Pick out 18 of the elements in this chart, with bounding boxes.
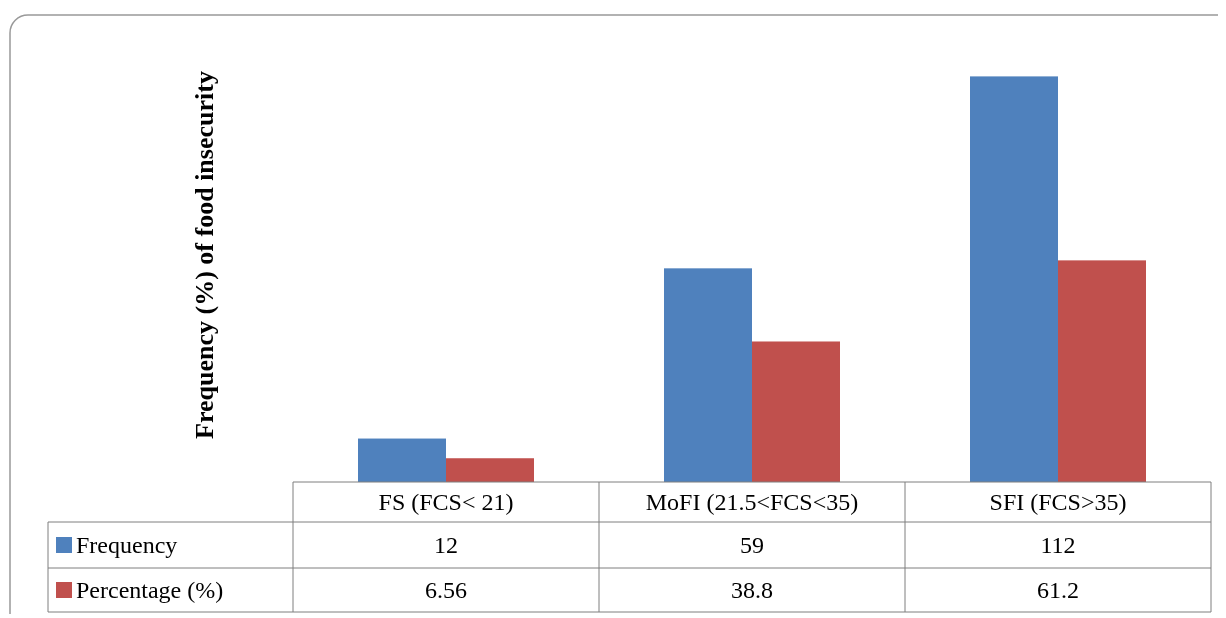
x-tick-label: MoFI (21.5<FCS<35) [645,489,859,515]
data-label: 112 [1040,532,1076,558]
data-label: 59 [740,532,764,558]
y-axis-title: Frequency (%) of food insecurity [190,71,219,439]
data-label: 38.8 [731,577,773,603]
data-label: 61.2 [1037,577,1079,603]
x-tick-label: FS (FCS< 21) [378,489,514,515]
bar [1058,260,1146,482]
bar [446,458,534,482]
bar [752,341,840,482]
x-tick-label: SFI (FCS>35) [989,489,1127,515]
bar [970,76,1058,482]
data-label: 6.56 [425,577,467,603]
data-label: 12 [434,532,458,558]
legend-label: Percentage (%) [76,577,224,603]
bar [358,438,446,482]
bar [664,268,752,482]
legend-label: Frequency [76,532,178,558]
